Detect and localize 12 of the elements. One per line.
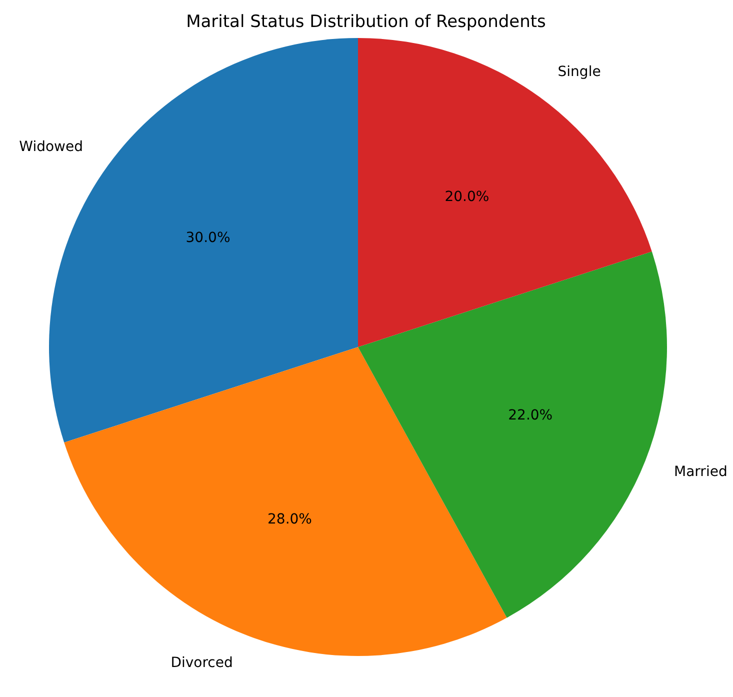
data-label: 22.0% bbox=[508, 407, 553, 424]
pie-slice bbox=[64, 347, 507, 656]
pie-slice bbox=[358, 38, 652, 347]
slice-label: Single bbox=[558, 64, 601, 80]
slice-label: Widowed bbox=[19, 139, 84, 156]
pie-slice bbox=[358, 252, 666, 618]
slice-label: Married bbox=[674, 464, 728, 480]
data-label: 20.0% bbox=[444, 189, 490, 206]
data-label: 30.0% bbox=[186, 230, 230, 246]
slice-label: Divorced bbox=[170, 655, 233, 672]
data-label: 28.0% bbox=[268, 511, 312, 528]
chart-title: Marital Status Distribution of Respondents bbox=[186, 12, 546, 32]
